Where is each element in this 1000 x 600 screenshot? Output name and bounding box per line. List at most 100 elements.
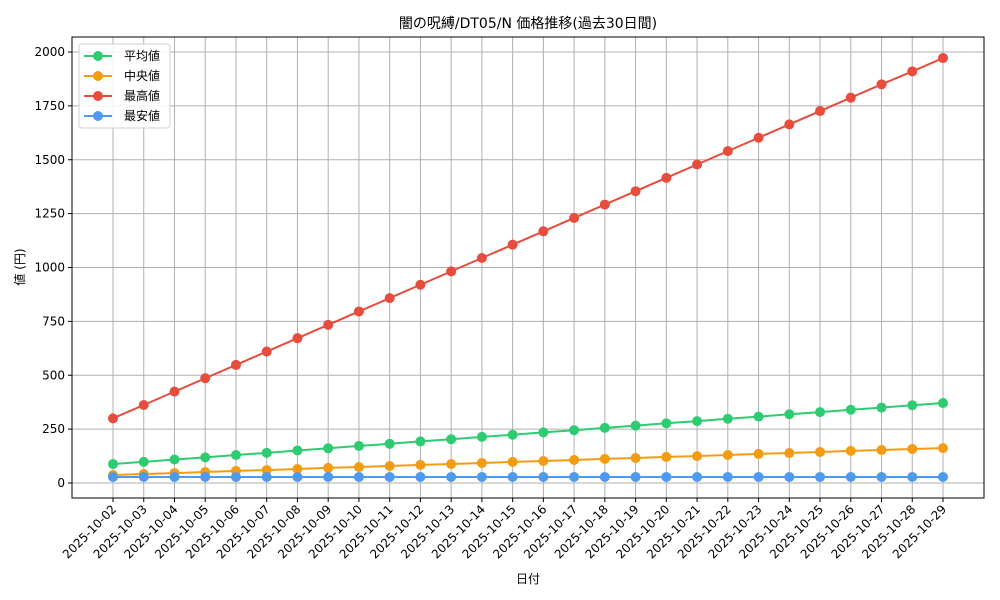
y-axis-ticks: 0 250 500 750 1000 1250 1500 1750 2000: [34, 45, 72, 490]
series-1: [108, 443, 948, 481]
data-point: [108, 413, 118, 424]
data-point: [845, 404, 856, 415]
legend-label: 平均値: [124, 48, 160, 63]
legend-box: [78, 43, 171, 129]
series-line: [112, 57, 944, 420]
y-tick-label: 500: [42, 368, 65, 382]
data-point: [753, 448, 764, 459]
y-tick-label: 750: [42, 314, 65, 328]
data-point: [108, 471, 118, 482]
x-axis-label: 日付: [516, 572, 540, 586]
data-point: [753, 411, 764, 422]
data-point: [599, 422, 610, 433]
series-3: [108, 471, 948, 482]
data-point: [784, 448, 795, 459]
data-point: [876, 402, 887, 413]
data-point: [630, 420, 641, 431]
data-point: [938, 53, 948, 64]
data-point: [323, 443, 334, 454]
data-point: [692, 416, 703, 427]
data-point: [507, 471, 518, 482]
data-point: [292, 445, 303, 456]
data-point: [476, 457, 487, 468]
series-line: [112, 402, 944, 466]
data-point: [661, 418, 672, 429]
data-point: [230, 449, 241, 460]
data-point: [722, 146, 733, 157]
data-point: [169, 386, 180, 397]
data-point: [907, 400, 918, 411]
data-point: [353, 306, 364, 317]
data-point: [907, 66, 918, 77]
data-point: [630, 186, 641, 197]
data-point: [845, 92, 856, 103]
data-point: [753, 471, 764, 482]
data-point: [261, 471, 272, 482]
data-point: [230, 471, 241, 482]
data-point: [599, 471, 610, 482]
data-point: [538, 226, 549, 237]
data-point: [169, 454, 180, 465]
data-point: [415, 279, 426, 290]
data-point: [200, 452, 211, 463]
legend-label: 最高値: [124, 88, 160, 103]
data-point: [507, 429, 518, 440]
data-point: [292, 471, 303, 482]
data-point: [169, 471, 180, 482]
data-point: [569, 212, 580, 223]
data-point: [815, 471, 826, 482]
grid-lines: [72, 37, 984, 498]
data-point: [200, 373, 211, 384]
legend-label: 最安値: [124, 108, 160, 123]
x-axis-ticks: 2025-10-022025-10-032025-10-042025-10-05…: [60, 498, 949, 561]
data-point: [446, 434, 457, 445]
data-point: [353, 440, 364, 451]
data-point: [815, 407, 826, 418]
data-point: [476, 471, 487, 482]
data-point: [815, 446, 826, 457]
data-point: [476, 431, 487, 442]
data-point: [200, 471, 211, 482]
data-point: [138, 399, 149, 410]
data-point: [784, 409, 795, 420]
data-point: [661, 471, 672, 482]
data-point: [261, 465, 272, 476]
chart-title: 闇の呪縛/DT05/N 価格推移(過去30日間): [399, 15, 657, 32]
legend-label: 中央値: [124, 68, 160, 83]
y-tick-label: 1500: [34, 153, 65, 167]
legend-marker: [93, 51, 103, 61]
data-point: [507, 239, 518, 250]
legend-marker: [93, 111, 103, 121]
data-point: [261, 346, 272, 357]
y-tick-label: 2000: [34, 45, 65, 59]
data-point: [384, 293, 395, 304]
data-point: [292, 333, 303, 344]
legend-marker: [93, 91, 103, 101]
data-point: [384, 471, 395, 482]
data-point: [845, 445, 856, 456]
data-point: [599, 199, 610, 210]
data-point: [876, 471, 887, 482]
data-point: [599, 453, 610, 464]
data-point: [661, 451, 672, 462]
data-point: [353, 471, 364, 482]
data-point: [538, 456, 549, 467]
data-point: [692, 471, 703, 482]
data-point: [292, 463, 303, 474]
data-point: [415, 436, 426, 447]
data-point: [815, 106, 826, 117]
data-point: [138, 456, 149, 467]
data-point: [230, 359, 241, 370]
data-point: [722, 413, 733, 424]
y-tick-label: 1000: [34, 261, 65, 275]
data-point: [138, 471, 149, 482]
y-tick-label: 0: [57, 476, 65, 490]
data-point: [384, 460, 395, 471]
data-point: [722, 449, 733, 460]
data-point: [661, 172, 672, 183]
data-point: [569, 454, 580, 465]
data-point: [722, 471, 733, 482]
data-point: [538, 427, 549, 438]
